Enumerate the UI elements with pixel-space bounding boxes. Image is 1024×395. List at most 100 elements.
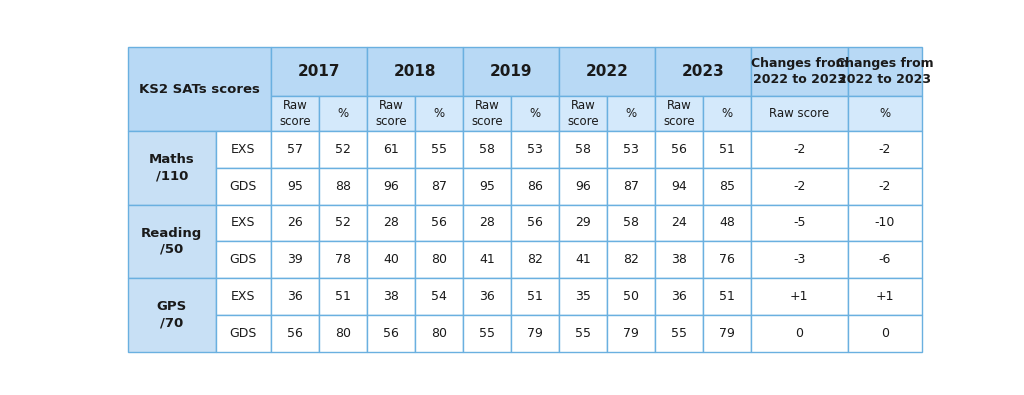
Text: 58: 58 bbox=[623, 216, 639, 229]
Bar bbox=[702, 315, 751, 352]
Bar bbox=[128, 205, 216, 278]
Bar bbox=[367, 315, 415, 352]
Text: Raw
score: Raw score bbox=[375, 99, 407, 128]
Bar bbox=[511, 278, 559, 315]
Text: 2022: 2022 bbox=[586, 64, 629, 79]
Text: 78: 78 bbox=[335, 253, 351, 266]
Bar bbox=[559, 131, 607, 168]
Bar bbox=[463, 47, 559, 96]
Text: EXS: EXS bbox=[231, 143, 256, 156]
Bar bbox=[511, 205, 559, 241]
Bar bbox=[607, 131, 655, 168]
Bar bbox=[367, 131, 415, 168]
Text: 95: 95 bbox=[479, 180, 495, 193]
Bar bbox=[559, 241, 607, 278]
Text: 85: 85 bbox=[719, 180, 735, 193]
Bar bbox=[559, 315, 607, 352]
Bar bbox=[702, 168, 751, 205]
Bar bbox=[319, 205, 367, 241]
Text: 36: 36 bbox=[671, 290, 687, 303]
Text: %: % bbox=[433, 107, 444, 120]
Text: Raw score: Raw score bbox=[769, 107, 829, 120]
Bar bbox=[463, 278, 511, 315]
Text: 61: 61 bbox=[383, 143, 399, 156]
Text: 52: 52 bbox=[335, 216, 351, 229]
Text: 29: 29 bbox=[575, 216, 591, 229]
Bar bbox=[848, 278, 922, 315]
Text: -6: -6 bbox=[879, 253, 891, 266]
Text: 51: 51 bbox=[527, 290, 543, 303]
Text: 56: 56 bbox=[431, 216, 446, 229]
Text: 56: 56 bbox=[527, 216, 543, 229]
Bar bbox=[415, 241, 463, 278]
Text: 36: 36 bbox=[287, 290, 303, 303]
Bar bbox=[607, 96, 655, 131]
Text: %: % bbox=[626, 107, 637, 120]
Bar bbox=[511, 131, 559, 168]
Bar bbox=[848, 96, 922, 131]
Text: -5: -5 bbox=[793, 216, 806, 229]
Bar bbox=[128, 278, 216, 352]
Bar bbox=[848, 131, 922, 168]
Bar bbox=[216, 131, 271, 168]
Bar bbox=[702, 241, 751, 278]
Bar bbox=[271, 131, 319, 168]
Bar bbox=[559, 96, 607, 131]
Bar bbox=[848, 205, 922, 241]
Bar bbox=[216, 205, 271, 241]
Text: 55: 55 bbox=[671, 327, 687, 340]
Text: GDS: GDS bbox=[229, 180, 257, 193]
Text: +1: +1 bbox=[791, 290, 809, 303]
Text: +1: +1 bbox=[876, 290, 894, 303]
Bar bbox=[751, 315, 848, 352]
Text: Changes from
2022 to 2023: Changes from 2022 to 2023 bbox=[836, 57, 934, 86]
Text: Maths
/110: Maths /110 bbox=[148, 153, 195, 182]
Text: %: % bbox=[880, 107, 890, 120]
Bar bbox=[655, 205, 702, 241]
Bar bbox=[463, 96, 511, 131]
Text: 50: 50 bbox=[623, 290, 639, 303]
Text: KS2 SATs scores: KS2 SATs scores bbox=[139, 83, 260, 96]
Bar bbox=[848, 47, 922, 96]
Text: 41: 41 bbox=[479, 253, 495, 266]
Text: 24: 24 bbox=[671, 216, 687, 229]
Bar bbox=[607, 315, 655, 352]
Bar bbox=[607, 241, 655, 278]
Text: Raw
score: Raw score bbox=[471, 99, 503, 128]
Text: 53: 53 bbox=[527, 143, 543, 156]
Bar bbox=[271, 241, 319, 278]
Bar bbox=[559, 168, 607, 205]
Bar bbox=[367, 47, 463, 96]
Text: -2: -2 bbox=[879, 180, 891, 193]
Bar bbox=[463, 241, 511, 278]
Text: 51: 51 bbox=[719, 290, 735, 303]
Bar bbox=[367, 205, 415, 241]
Bar bbox=[319, 96, 367, 131]
Text: 41: 41 bbox=[575, 253, 591, 266]
Text: 79: 79 bbox=[719, 327, 735, 340]
Text: 80: 80 bbox=[335, 327, 351, 340]
Text: 28: 28 bbox=[479, 216, 495, 229]
Text: 26: 26 bbox=[287, 216, 303, 229]
Text: 96: 96 bbox=[383, 180, 399, 193]
Text: 38: 38 bbox=[383, 290, 399, 303]
Bar bbox=[751, 168, 848, 205]
Bar bbox=[511, 241, 559, 278]
Text: 40: 40 bbox=[383, 253, 399, 266]
Text: 35: 35 bbox=[575, 290, 591, 303]
Text: Raw
score: Raw score bbox=[664, 99, 694, 128]
Text: Raw
score: Raw score bbox=[280, 99, 311, 128]
Bar bbox=[415, 205, 463, 241]
Bar bbox=[319, 315, 367, 352]
Bar bbox=[415, 278, 463, 315]
Text: 95: 95 bbox=[287, 180, 303, 193]
Bar bbox=[559, 205, 607, 241]
Bar bbox=[271, 47, 367, 96]
Text: 2023: 2023 bbox=[682, 64, 724, 79]
Text: 56: 56 bbox=[671, 143, 687, 156]
Text: 56: 56 bbox=[287, 327, 303, 340]
Bar bbox=[511, 96, 559, 131]
Text: 55: 55 bbox=[479, 327, 495, 340]
Text: 52: 52 bbox=[335, 143, 351, 156]
Bar bbox=[559, 47, 655, 96]
